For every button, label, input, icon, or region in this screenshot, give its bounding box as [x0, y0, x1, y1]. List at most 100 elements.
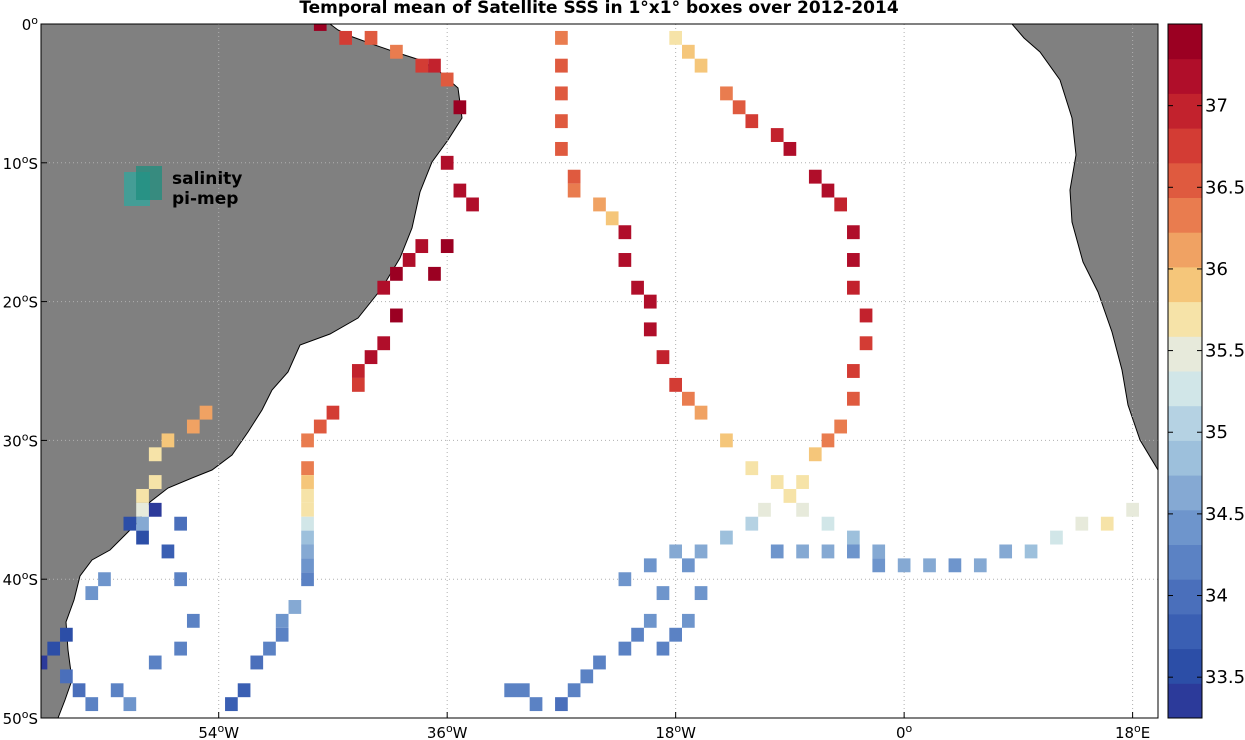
sss-cell [847, 544, 860, 559]
colorbar-swatch [1168, 509, 1202, 545]
colorbar-tick-label: 36.5 [1205, 177, 1245, 198]
sss-cell [745, 114, 759, 129]
x-tick-label: 18oW [655, 722, 696, 740]
sss-cell [377, 336, 391, 351]
colorbar-tick-label: 35.5 [1205, 341, 1245, 362]
sss-cell [770, 128, 784, 142]
sss-cell [326, 405, 340, 420]
sss-cell [402, 253, 416, 267]
sss-cell [148, 502, 162, 517]
map-frame [40, 23, 1159, 719]
sss-cell [897, 558, 911, 573]
sss-cell [85, 586, 99, 601]
sss-cell [440, 72, 454, 87]
sss-cell [148, 447, 162, 462]
sss-cell [72, 683, 86, 698]
sss-cell [618, 225, 632, 240]
colorbar-swatch [1168, 336, 1202, 372]
sss-cell [656, 350, 670, 365]
africa-land [1011, 24, 1158, 471]
sss-cell [923, 558, 936, 573]
x-axis-labels: 54oW 36oW 18oW 0o 18oE [198, 712, 1150, 740]
colorbar-tick-label: 36 [1205, 259, 1228, 280]
sss-cell [148, 475, 162, 489]
sss-cell [123, 697, 137, 712]
sss-cell [555, 86, 568, 101]
sss-cell [364, 350, 378, 365]
colorbar-swatch [1168, 266, 1202, 303]
sss-cell [847, 364, 860, 378]
sss-cell [136, 488, 149, 503]
sss-cell [339, 30, 352, 45]
sss-cell [859, 336, 873, 351]
y-tick-label: 30oS [3, 430, 38, 450]
sss-cell [593, 655, 606, 670]
sss-cell [821, 516, 835, 531]
colorbar-tick-label: 34 [1205, 586, 1228, 607]
sss-cell [770, 544, 784, 559]
sss-cell [364, 30, 378, 45]
sss-cell [390, 308, 403, 323]
y-tick-label: 20oS [3, 292, 38, 312]
sss-cell [720, 530, 733, 545]
sss-cell [631, 280, 644, 295]
sss-cell [605, 211, 619, 226]
colorbar-swatch [1168, 683, 1202, 719]
sss-cell [834, 419, 848, 434]
sss-cell [847, 530, 860, 545]
sss-cell [301, 516, 314, 531]
colorbar-swatch [1168, 232, 1202, 268]
sss-cell [783, 141, 797, 156]
y-tick-label: 10oS [3, 153, 38, 173]
colorbar-tick-labels: 33.5 34 34.5 35 35.5 36 36.5 37 [1168, 96, 1245, 688]
sss-cell [669, 627, 682, 642]
colorbar-swatch [1168, 405, 1202, 441]
colorbar-swatch [1168, 579, 1202, 615]
sss-cell [682, 44, 695, 59]
sss-cell [136, 530, 149, 545]
sss-cell [682, 558, 695, 573]
sss-cell [136, 516, 149, 531]
sss-cell [428, 266, 441, 281]
sss-cell [275, 627, 289, 642]
sss-cell [758, 502, 771, 517]
sss-cell [808, 169, 822, 184]
sss-cell [174, 641, 187, 656]
sss-cell [745, 461, 759, 476]
sss-cell [555, 58, 568, 73]
sss-cell [199, 405, 213, 420]
sss-cell [555, 114, 568, 129]
logo: salinity pi-mep [124, 166, 242, 209]
sss-cell [593, 197, 606, 212]
colorbar-swatch [1168, 613, 1202, 650]
colorbar-swatch [1168, 93, 1202, 129]
sss-cell [859, 308, 873, 323]
colorbar-swatch [1168, 371, 1202, 407]
colorbar-swatch [1168, 648, 1202, 684]
sss-cell [174, 572, 187, 587]
sss-cell [440, 155, 454, 170]
sss-cell [301, 572, 314, 587]
sss-cell [669, 377, 682, 392]
sss-cell [301, 530, 314, 545]
sss-cell [631, 627, 644, 642]
sss-cell [720, 86, 733, 101]
sss-cell [60, 627, 73, 642]
logo-line2: pi-mep [172, 189, 238, 209]
colorbar-swatch [1168, 197, 1202, 233]
sss-cell [555, 30, 568, 45]
sss-cell [732, 100, 746, 115]
sss-cell [313, 24, 327, 31]
sss-cell [796, 502, 809, 517]
sss-cell [694, 58, 708, 73]
sss-cell [821, 183, 835, 198]
sss-cell [567, 169, 581, 184]
sss-cell [301, 433, 314, 448]
sss-cell [567, 683, 581, 698]
sss-cell [682, 613, 695, 628]
sss-cell [263, 641, 276, 656]
sss-cell [415, 58, 429, 73]
sss-cell [174, 516, 187, 531]
sss-cell [796, 475, 809, 489]
